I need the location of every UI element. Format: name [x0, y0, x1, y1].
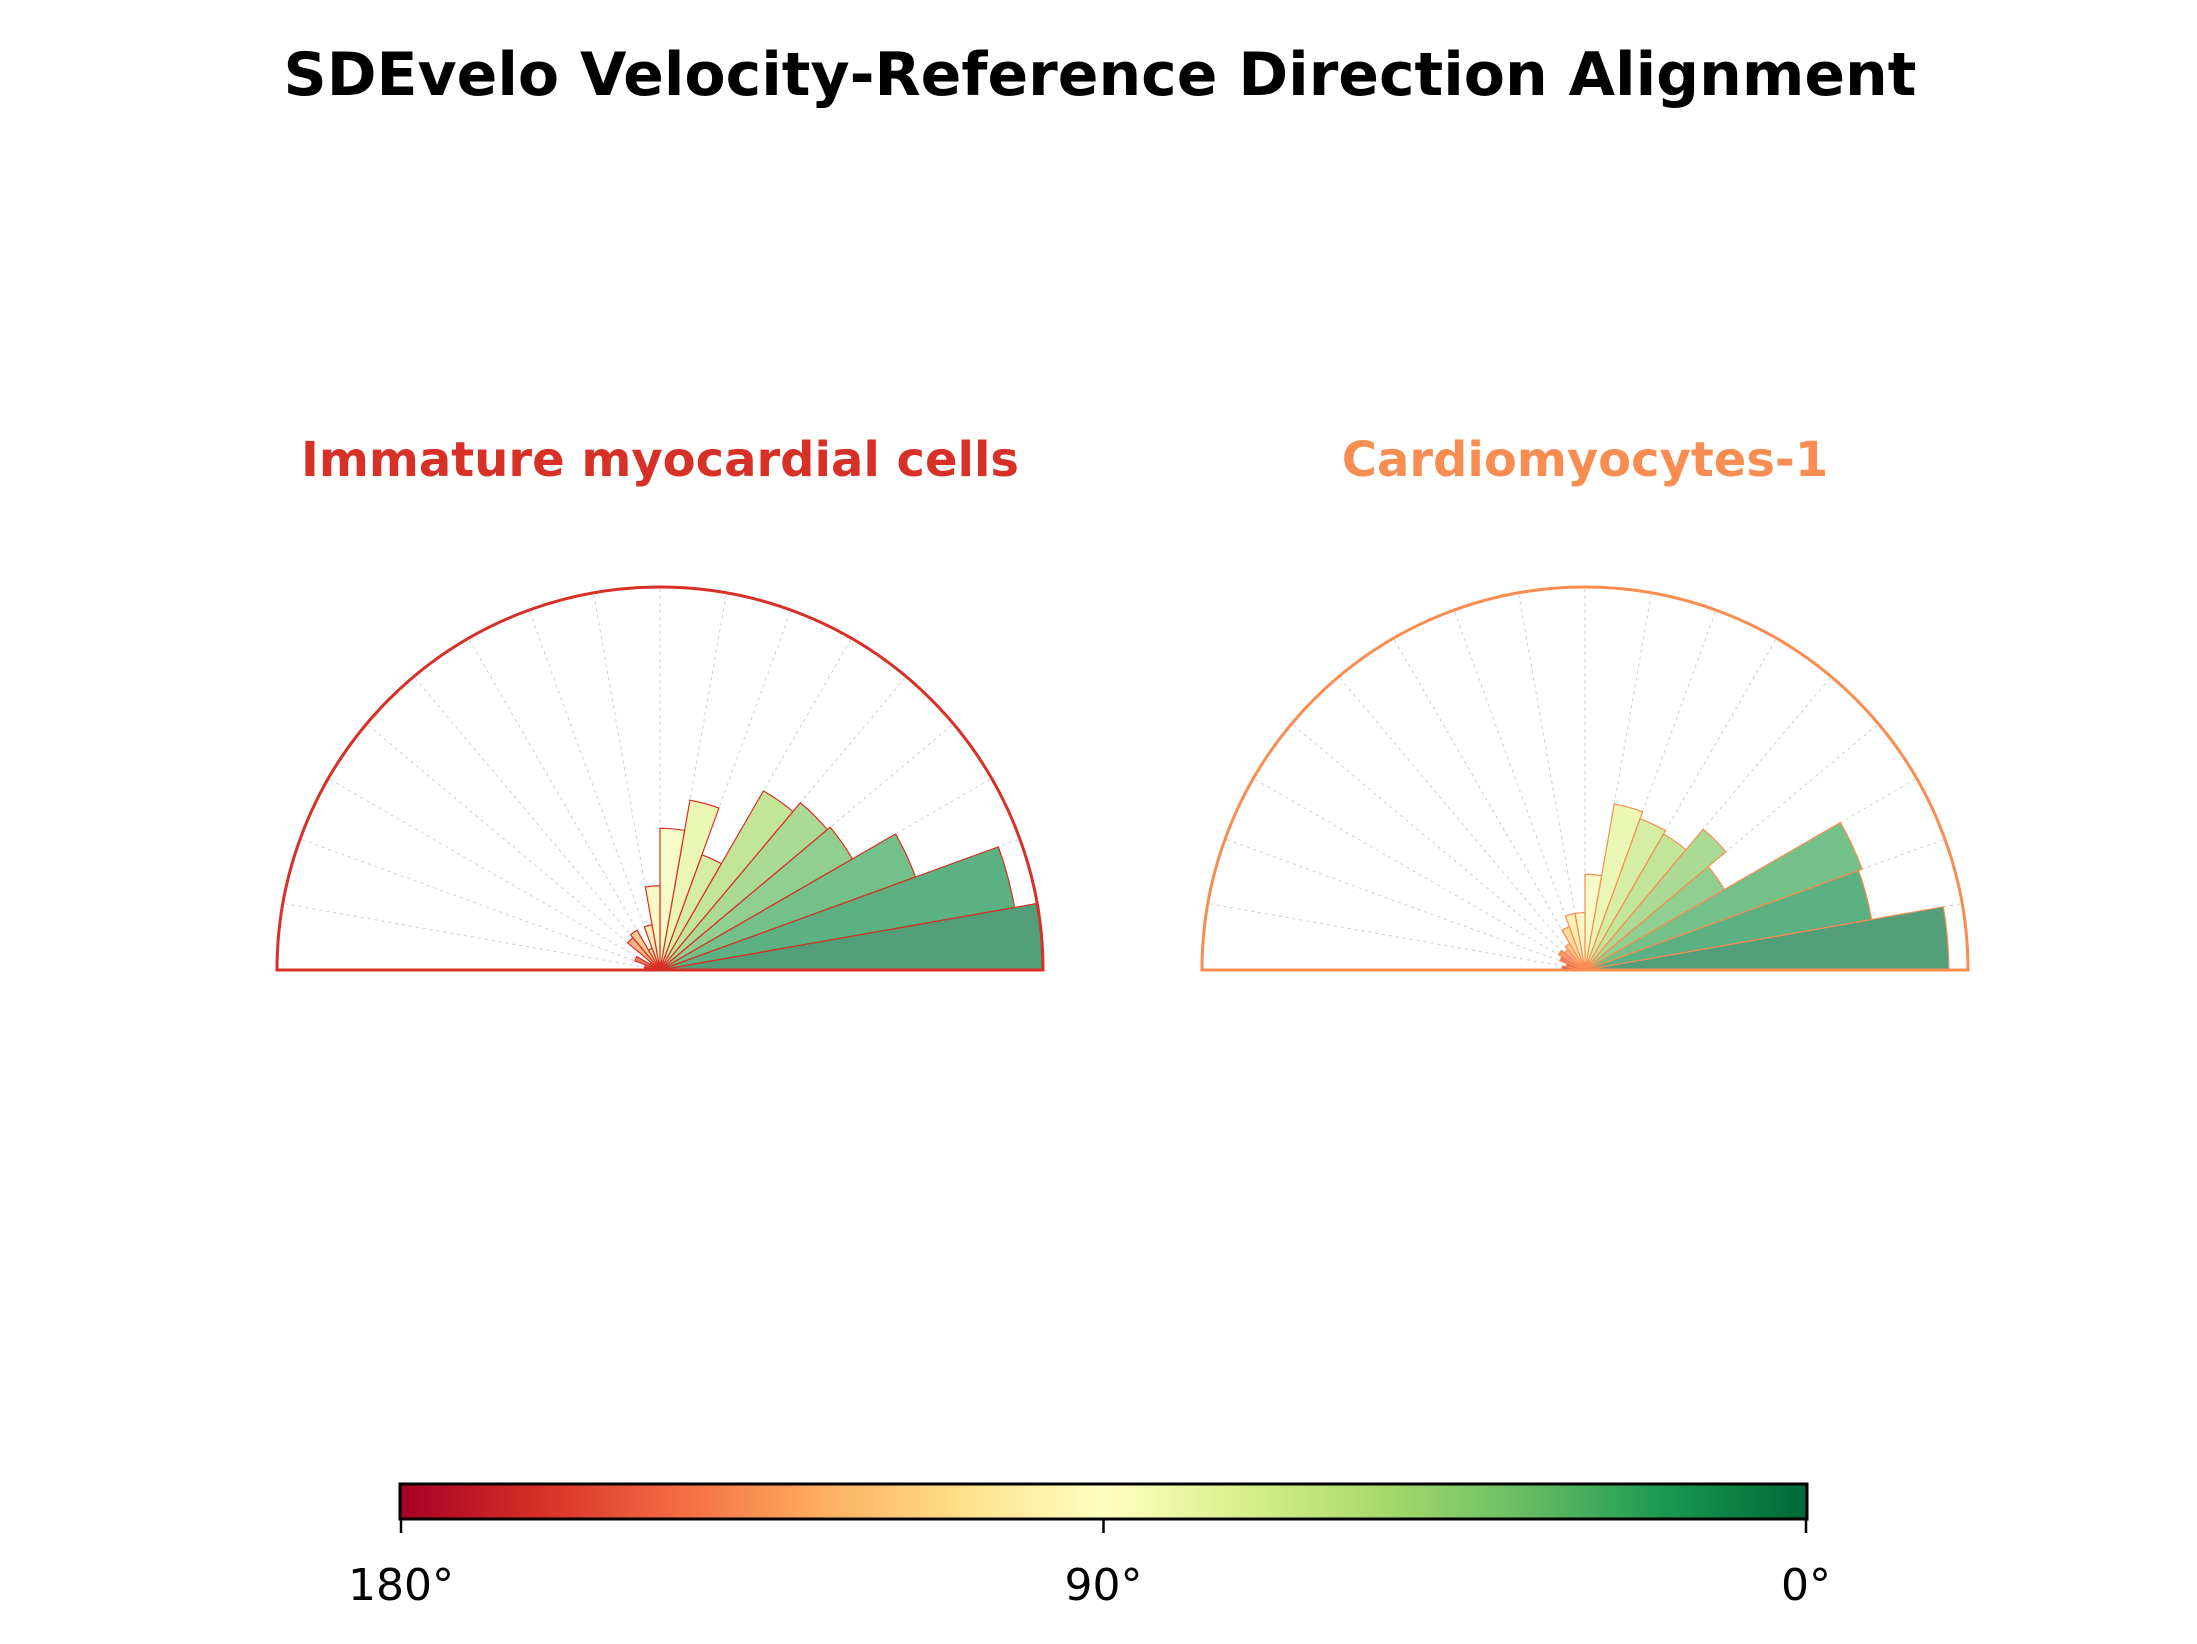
bar-125deg — [629, 929, 661, 971]
angular-gridline — [328, 778, 661, 971]
panel-title: Cardiomyocytes-1 — [1342, 432, 1829, 488]
angular-gridline — [413, 676, 661, 971]
bar-85deg — [659, 827, 686, 971]
bar-35deg — [659, 826, 854, 971]
colorbar-tick-label: 180° — [348, 1560, 454, 1611]
bar-135deg — [626, 936, 661, 971]
panel-title: Immature myocardial cells — [301, 432, 1019, 488]
bar-45deg — [659, 801, 829, 971]
colorbar: 180° 90° 0° — [348, 1482, 1831, 1611]
bar-75deg — [659, 799, 720, 971]
bar-45deg — [1584, 828, 1727, 971]
panel-cardiomyocytes-1: Cardiomyocytes-1 — [1200, 432, 1970, 972]
bar-85deg — [1584, 873, 1603, 971]
colorbar-tick-label: 90° — [1065, 1560, 1143, 1611]
panel-immature-myocardial-cells: Immature myocardial cells — [275, 432, 1045, 972]
bar-155deg — [634, 955, 661, 971]
polar-frame — [1200, 585, 1970, 972]
bar-155deg — [1559, 955, 1586, 971]
angular-gridline — [1207, 902, 1586, 971]
bar-15deg — [659, 846, 1016, 971]
angular-gridline — [1453, 609, 1586, 971]
colorbar-tick-label: 0° — [1781, 1560, 1831, 1611]
bar-25deg — [1584, 821, 1863, 971]
angular-gridline — [1253, 778, 1586, 971]
figure-title: SDEvelo Velocity-Reference Direction Ali… — [284, 40, 1917, 110]
angular-gridline — [468, 638, 661, 971]
angular-gridline — [366, 723, 661, 971]
bar-75deg — [1584, 803, 1644, 971]
angular-gridline — [299, 838, 661, 971]
bar-55deg — [659, 790, 794, 971]
angular-gridline — [1291, 723, 1586, 971]
angular-gridline — [1393, 638, 1586, 971]
angular-gridline — [528, 609, 661, 971]
angular-gridline — [282, 902, 661, 971]
polar-frame — [275, 585, 1045, 972]
colorbar-gradient — [398, 1482, 1809, 1521]
bar-145deg — [1557, 949, 1586, 971]
angular-gridline — [1224, 838, 1586, 971]
bar-25deg — [659, 833, 917, 971]
angular-gridline — [1517, 592, 1586, 971]
angular-gridline — [1338, 676, 1586, 971]
